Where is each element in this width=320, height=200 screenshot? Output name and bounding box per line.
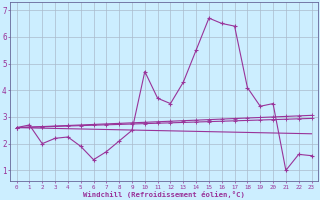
X-axis label: Windchill (Refroidissement éolien,°C): Windchill (Refroidissement éolien,°C): [83, 191, 245, 198]
